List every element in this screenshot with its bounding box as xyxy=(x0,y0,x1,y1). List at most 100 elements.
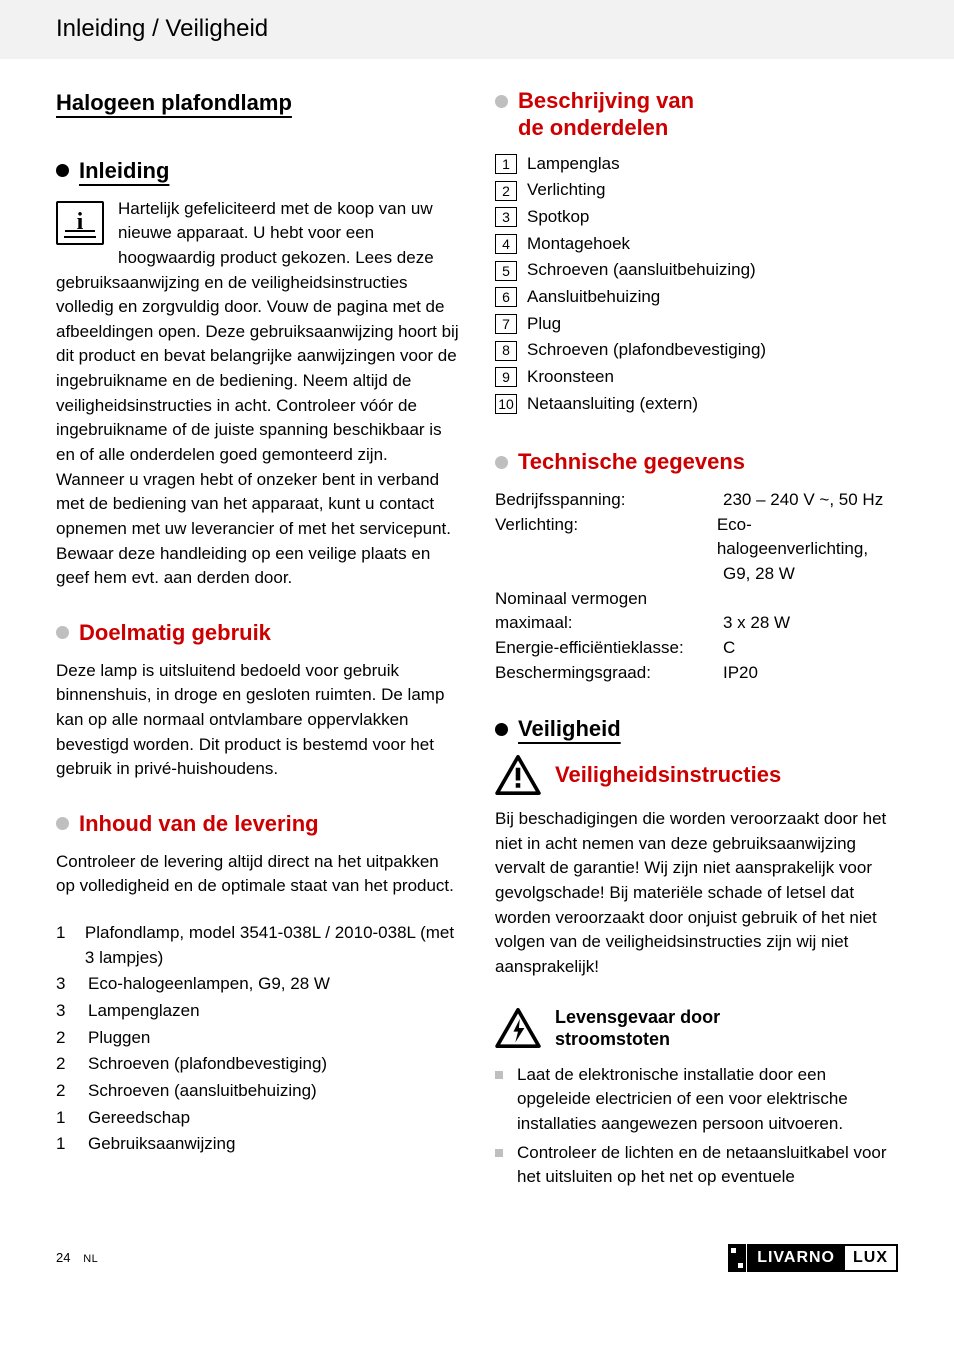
part-number-box: 1 xyxy=(495,154,517,174)
tech-row: G9, 28 W xyxy=(495,562,898,587)
part-number-box: 3 xyxy=(495,207,517,227)
page-body: Halogeen plafondlamp Inleiding i Harteli… xyxy=(0,59,954,1234)
safety-instructions-heading: Veiligheidsinstructies xyxy=(495,755,898,795)
brand-left: LIVARNO xyxy=(747,1244,845,1272)
tech-val: G9, 28 W xyxy=(723,562,795,587)
product-title: Halogeen plafondlamp xyxy=(56,87,459,119)
safety-title: Veiligheid xyxy=(518,713,621,745)
shock-title: Levensgevaar door stroomstoten xyxy=(555,1006,720,1051)
right-column: Beschrijving van de onderdelen 1 Lampengl… xyxy=(495,87,898,1194)
tech-row: Beschermingsgraad:IP20 xyxy=(495,661,898,686)
bullet-icon xyxy=(56,164,69,177)
bullet-icon xyxy=(56,817,69,830)
section-safety-heading: Veiligheid xyxy=(495,713,898,745)
part-number-box: 9 xyxy=(495,367,517,387)
parts-title-line2: de onderdelen xyxy=(518,115,668,140)
tech-val: C xyxy=(723,636,735,661)
part-number-box: 7 xyxy=(495,314,517,334)
tech-key: Bedrijfsspanning: xyxy=(495,488,723,513)
scope-item-label: Schroeven (plafondbevestiging) xyxy=(88,1052,327,1077)
intro-title: Inleiding xyxy=(79,155,169,187)
tech-key: Nominaal vermogen xyxy=(495,587,723,612)
shock-bullet-text: Controleer de lichten en de netaansluitk… xyxy=(517,1141,898,1190)
scope-item-label: Eco-halogeenlampen, G9, 28 W xyxy=(88,972,330,997)
scope-item-label: Gereedschap xyxy=(88,1106,190,1131)
part-number-box: 8 xyxy=(495,341,517,361)
breadcrumb: Inleiding / Veiligheid xyxy=(56,15,268,42)
scope-item-qty: 2 xyxy=(56,1052,74,1077)
scope-item-qty: 1 xyxy=(56,921,71,970)
section-use-heading: Doelmatig gebruik xyxy=(56,617,459,649)
part-label: Spotkop xyxy=(527,205,589,230)
scope-item-label: Gebruiksaanwijzing xyxy=(88,1132,235,1157)
part-label: Kroonsteen xyxy=(527,365,614,390)
scope-title: Inhoud van de levering xyxy=(79,808,319,840)
part-label: Netaansluiting (extern) xyxy=(527,392,698,417)
scope-item-label: Plafondlamp, model 3541-038L / 2010-038L… xyxy=(85,921,459,970)
scope-item-qty: 1 xyxy=(56,1132,74,1157)
tech-val: 230 – 240 V ~, 50 Hz xyxy=(723,488,883,513)
part-item: 9 Kroonsteen xyxy=(495,365,898,390)
shock-bullet-text: Laat de elektronische installatie door e… xyxy=(517,1063,898,1137)
parts-title: Beschrijving van de onderdelen xyxy=(518,87,694,142)
scope-item: 1 Gereedschap xyxy=(56,1106,459,1131)
info-icon: i xyxy=(56,201,104,245)
footer: 24 NL LIVARNO LUX xyxy=(0,1234,954,1302)
section-scope-heading: Inhoud van de levering xyxy=(56,808,459,840)
scope-item-label: Pluggen xyxy=(88,1026,150,1051)
bullet-icon xyxy=(495,456,508,469)
safety-instructions-body: Bij beschadigingen die worden veroorzaak… xyxy=(495,807,898,979)
page-number: 24 xyxy=(56,1250,70,1265)
scope-item: 1 Gebruiksaanwijzing xyxy=(56,1132,459,1157)
tech-row: maximaal:3 x 28 W xyxy=(495,611,898,636)
section-parts-heading: Beschrijving van de onderdelen xyxy=(495,87,898,142)
parts-list: 1 Lampenglas 2 Verlichting 3 Spotkop4Montageh… xyxy=(495,152,898,416)
use-title: Doelmatig gebruik xyxy=(79,617,271,649)
safety-instructions-title: Veiligheidsinstructies xyxy=(555,759,781,791)
part-item: 5Schroeven (aansluitbehuizing) xyxy=(495,258,898,283)
scope-item-qty: 3 xyxy=(56,999,74,1024)
part-item: 10 Netaansluiting (extern) xyxy=(495,392,898,417)
section-intro-heading: Inleiding xyxy=(56,155,459,187)
part-label: Plug xyxy=(527,312,561,337)
part-item: 4Montagehoek xyxy=(495,232,898,257)
shock-bullets: Laat de elektronische installatie door e… xyxy=(495,1063,898,1190)
scope-item-qty: 2 xyxy=(56,1026,74,1051)
scope-item: 3Eco-halogeenlampen, G9, 28 W xyxy=(56,972,459,997)
part-item: 6Aansluitbehuizing xyxy=(495,285,898,310)
scope-item: 1 Plafondlamp, model 3541-038L / 2010-038… xyxy=(56,921,459,970)
warning-icon xyxy=(495,755,541,795)
parts-title-line1: Beschrijving van xyxy=(518,88,694,113)
tech-val: 3 x 28 W xyxy=(723,611,790,636)
part-number-box: 10 xyxy=(495,394,517,414)
part-label: Lampenglas xyxy=(527,152,620,177)
scope-item-label: Schroeven (aansluitbehuizing) xyxy=(88,1079,317,1104)
tech-val: Eco-halogeenverlichting, xyxy=(717,513,898,562)
shock-warning-icon xyxy=(495,1008,541,1048)
part-label: Verlichting xyxy=(527,178,605,203)
scope-item-qty: 1 xyxy=(56,1106,74,1131)
shock-heading: Levensgevaar door stroomstoten xyxy=(495,1006,898,1051)
tech-row: Bedrijfsspanning:230 – 240 V ~, 50 Hz xyxy=(495,488,898,513)
scope-item: 3Lampenglazen xyxy=(56,999,459,1024)
part-number-box: 2 xyxy=(495,181,517,201)
section-tech-heading: Technische gegevens xyxy=(495,446,898,478)
tech-row: Energie-efficiëntieklasse:C xyxy=(495,636,898,661)
scope-list: 1 Plafondlamp, model 3541-038L / 2010-038… xyxy=(56,921,459,1157)
tech-key: Verlichting: xyxy=(495,513,717,562)
tech-val: IP20 xyxy=(723,661,758,686)
left-column: Halogeen plafondlamp Inleiding i Harteli… xyxy=(56,87,459,1194)
scope-item: 2Schroeven (aansluitbehuizing) xyxy=(56,1079,459,1104)
bullet-icon xyxy=(495,723,508,736)
part-number-box: 6 xyxy=(495,287,517,307)
part-item: 1 Lampenglas xyxy=(495,152,898,177)
shock-title-line1: Levensgevaar door xyxy=(555,1007,720,1027)
brand-right: LUX xyxy=(845,1244,898,1272)
shock-bullet: Laat de elektronische installatie door e… xyxy=(495,1063,898,1137)
part-label: Schroeven (plafondbevestiging) xyxy=(527,338,766,363)
bullet-icon xyxy=(56,626,69,639)
part-item: 2 Verlichting xyxy=(495,178,898,203)
tech-key: Beschermingsgraad: xyxy=(495,661,723,686)
intro-body: Hartelijk gefeliciteerd met de koop van … xyxy=(56,197,459,591)
tech-table: Bedrijfsspanning:230 – 240 V ~, 50 HzVer… xyxy=(495,488,898,685)
